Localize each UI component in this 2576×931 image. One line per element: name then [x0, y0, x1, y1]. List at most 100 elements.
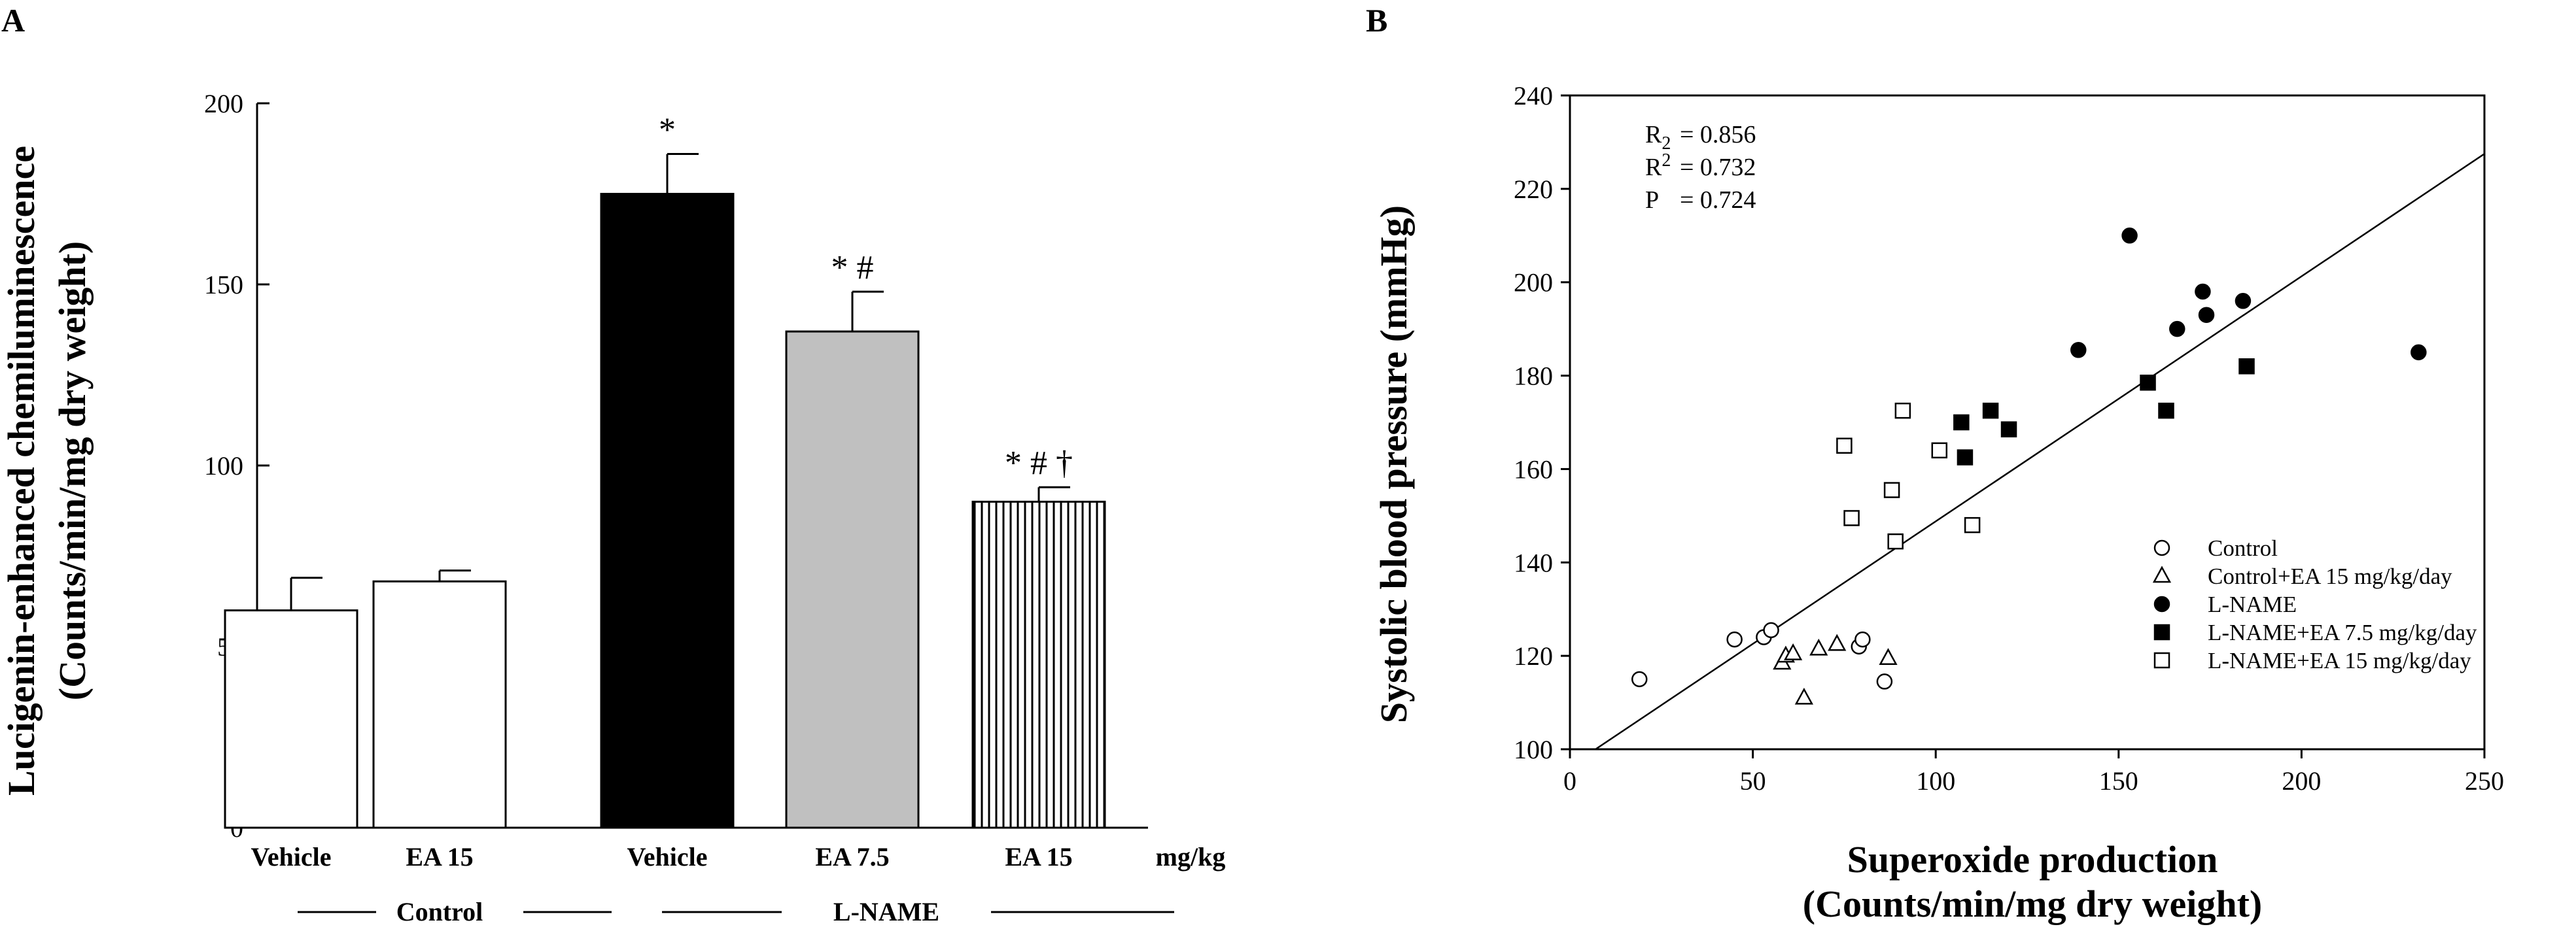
stat-r2-label: R2 [1645, 150, 1671, 181]
stat-r-value: = 0.856 [1680, 121, 1756, 148]
point-series5-5 [1894, 402, 1911, 419]
legend-marker-4 [2153, 624, 2170, 641]
point-series4-1 [1953, 414, 1970, 431]
point-series4-5 [2140, 375, 2156, 391]
point-series3-4 [2195, 283, 2211, 300]
point-series5-7 [1964, 516, 1981, 533]
panel-b-y-tick-label: 200 [1514, 268, 1553, 297]
point-series3-6 [2235, 293, 2252, 309]
significance-mark-4: * # [831, 249, 874, 286]
statistics-box: R2 = 0.856 R2 = 0.732 P = 0.724 [1645, 121, 1756, 214]
point-series2-3 [1784, 643, 1803, 660]
legend-marker-5 [2153, 652, 2170, 669]
legend-marker-3 [2153, 596, 2170, 613]
stat-r-label: R2 [1645, 121, 1671, 154]
panel-b-letter: B [1366, 2, 1387, 39]
point-series3-5 [2198, 307, 2215, 323]
significance-mark-3: * [659, 112, 676, 149]
legend-label-4: L-NAME+EA 7.5 mg/kg/day [2208, 620, 2477, 645]
panel-b-x-tick-label: 0 [1563, 766, 1576, 796]
panel-a-group-labels: Control L-NAME [298, 897, 1174, 926]
panel-b-x-tick-label: 250 [2465, 766, 2504, 796]
point-series1-1 [1631, 671, 1648, 688]
panel-a-error-bars [290, 153, 1070, 611]
stat-p-label: P [1645, 186, 1659, 214]
panel-a-bars [224, 193, 1106, 829]
panel-b-y-tick-label: 120 [1514, 641, 1553, 671]
legend-marker-2 [2152, 566, 2172, 583]
panel-a-ylabel-line2: (Counts/min/mg dry weight) [51, 241, 94, 700]
panel-a-letter: A [1, 2, 25, 39]
panel-b-data-points [1631, 228, 2427, 705]
group-label-control: Control [396, 897, 483, 926]
point-series4-3 [1982, 402, 1999, 419]
panel-b-y-tick-label: 140 [1514, 548, 1553, 577]
point-series4-2 [1957, 449, 1974, 466]
panel-a-category-labels: Vehicle EA 15 Vehicle EA 7.5 EA 15 [251, 842, 1073, 872]
panel-b-xlabel-line2: (Counts/min/mg dry weight) [1803, 883, 2262, 925]
point-series1-6 [1854, 631, 1871, 648]
panel-a-bar-chart: A Lucigenin-enhanced chemiluminescence (… [0, 2, 1225, 926]
point-series1-2 [1726, 631, 1743, 648]
panel-b-y-tick-label: 100 [1514, 735, 1553, 764]
panel-a-y-tick-label: 150 [204, 270, 243, 299]
point-series4-7 [2238, 358, 2255, 375]
bar-4 [785, 330, 920, 829]
point-series2-4 [1794, 687, 1813, 705]
panel-b-x-tick-label: 100 [1916, 766, 1955, 796]
category-label-1: Vehicle [251, 842, 332, 872]
bar-3 [600, 193, 735, 829]
point-series5-4 [1887, 533, 1904, 550]
panel-b-axis-ticks: 0 50 100 150 200 250 100 120 140 160 180 200 220 240 [1514, 81, 2504, 796]
panel-a-significance-marks: * * # * # † [659, 112, 1073, 482]
group-label-lname: L-NAME [833, 897, 939, 926]
category-label-5: EA 15 [1005, 842, 1072, 872]
panel-b-x-tick-label: 150 [2099, 766, 2138, 796]
panel-b-scatter-plot: B Systolic blood pressure (mmHg) Superox… [1366, 2, 2504, 925]
panel-a-y-tick-label: 100 [204, 451, 243, 481]
panel-a-units-label: mg/kg [1156, 842, 1226, 872]
legend-marker-1 [2153, 539, 2170, 556]
panel-b-ylabel: Systolic blood pressure (mmHg) [1372, 205, 1415, 723]
point-series2-5 [1809, 638, 1828, 656]
bar-2 [372, 580, 507, 829]
point-series1-7 [1876, 673, 1893, 690]
bar-5 [971, 500, 1106, 829]
category-label-3: Vehicle [627, 842, 708, 872]
regression-line [1595, 153, 2485, 751]
category-label-2: EA 15 [406, 842, 473, 872]
significance-mark-5: * # † [1005, 445, 1073, 482]
stat-r2-value: = 0.732 [1680, 154, 1756, 181]
point-series5-1 [1836, 437, 1853, 454]
legend-label-3: L-NAME [2208, 592, 2297, 617]
panel-b-y-tick-label: 160 [1514, 454, 1553, 484]
panel-b-y-tick-label: 180 [1514, 362, 1553, 391]
point-series3-3 [2169, 320, 2185, 337]
point-series1-4 [1763, 622, 1779, 639]
panel-b-y-tick-label: 220 [1514, 175, 1553, 204]
legend-label-2: Control+EA 15 mg/kg/day [2208, 564, 2452, 589]
panel-b-xlabel-line1: Superoxide production [1847, 838, 2218, 881]
point-series5-6 [1931, 442, 1948, 459]
legend-label-5: L-NAME+EA 15 mg/kg/day [2208, 648, 2471, 673]
point-series3-1 [2070, 342, 2087, 358]
panel-b-y-tick-label: 240 [1514, 81, 1553, 110]
stat-p-value: = 0.724 [1680, 186, 1756, 214]
panel-a-ylabel-line1: Lucigenin-enhanced chemiluminescence [0, 146, 43, 796]
point-series5-2 [1843, 510, 1860, 526]
legend-label-1: Control [2208, 535, 2278, 561]
point-series4-4 [2000, 421, 2017, 437]
panel-b-x-tick-label: 50 [1740, 766, 1766, 796]
point-series3-2 [2121, 228, 2138, 244]
point-series3-7 [2411, 344, 2427, 361]
panel-a-y-tick-label: 200 [204, 89, 243, 118]
panel-b-plot-frame [1569, 94, 2486, 751]
point-series5-3 [1883, 482, 1900, 498]
bar-1 [224, 609, 358, 829]
category-label-4: EA 7.5 [815, 842, 889, 872]
point-series2-7 [1879, 648, 1898, 665]
panel-b-x-tick-label: 200 [2282, 766, 2321, 796]
panel-b-legend: Control Control+EA 15 mg/kg/day L-NAME L-NA… [2152, 535, 2477, 673]
point-series2-6 [1828, 634, 1847, 651]
